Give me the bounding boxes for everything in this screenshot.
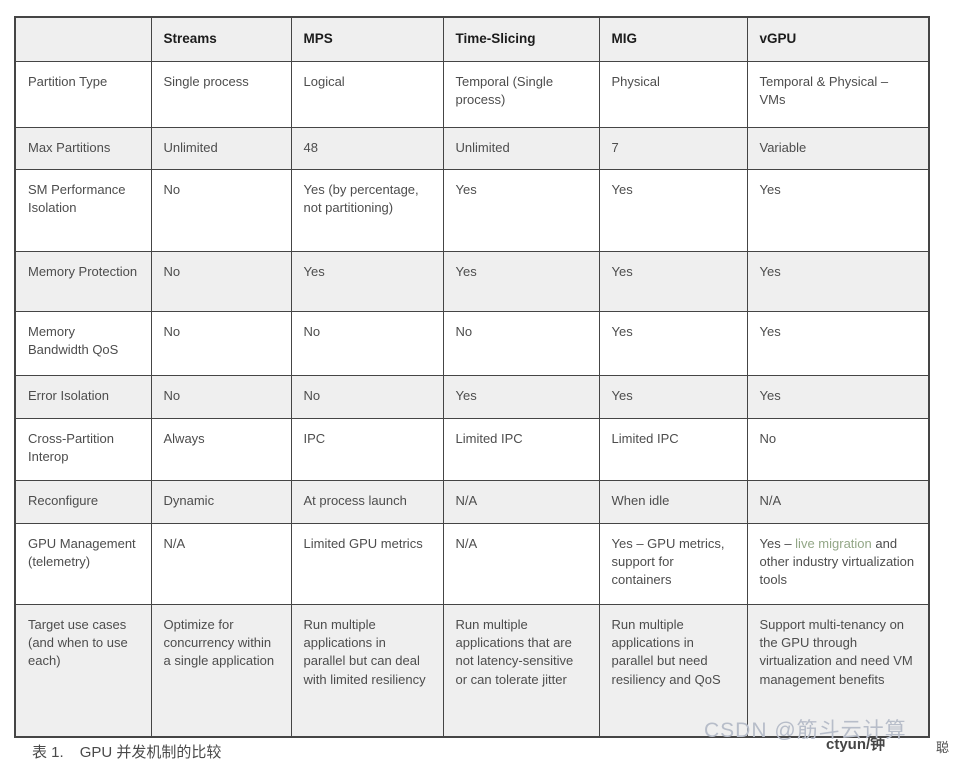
table-cell: Single process xyxy=(150,60,292,128)
table-cell: No xyxy=(150,310,292,376)
table-cell: Temporal & Physical – VMs xyxy=(746,60,930,128)
row-header: Memory Protection xyxy=(14,250,152,312)
table-cell: Temporal (Single process) xyxy=(442,60,600,128)
column-header: MIG xyxy=(598,16,748,62)
column-header: MPS xyxy=(290,16,444,62)
table-cell: 48 xyxy=(290,126,444,170)
table-cell: 7 xyxy=(598,126,748,170)
row-header: Reconfigure xyxy=(14,479,152,524)
table-cell: Yes – GPU metrics, support for container… xyxy=(598,522,748,605)
ctyun-watermark-suffix: 聪 xyxy=(936,740,950,755)
header-row: Streams MPS Time-Slicing MIG vGPU xyxy=(14,16,930,62)
table-row: SM Performance Isolation No Yes (by percen… xyxy=(14,168,930,252)
table-cell: No xyxy=(150,374,292,419)
table-cell: Support multi-tenancy on the GPU through… xyxy=(746,603,930,738)
table-cell: When idle xyxy=(598,479,748,524)
table-cell: Limited IPC xyxy=(442,417,600,481)
table-cell: No xyxy=(150,168,292,252)
table-cell: Logical xyxy=(290,60,444,128)
table-body: Partition Type Single process Logical Tempo… xyxy=(14,60,930,738)
table-cell: Limited IPC xyxy=(598,417,748,481)
row-header: GPU Management (telemetry) xyxy=(14,522,152,605)
comparison-table-container: Streams MPS Time-Slicing MIG vGPU Partition … xyxy=(14,16,930,738)
table-row: Memory Protection No Yes Yes Yes Yes xyxy=(14,250,930,312)
table-cell: IPC xyxy=(290,417,444,481)
table-cell: Yes xyxy=(442,168,600,252)
row-header: Target use cases (and when to use each) xyxy=(14,603,152,738)
table-row: Max Partitions Unlimited 48 Unlimited 7 Varia… xyxy=(14,126,930,170)
table-header: Streams MPS Time-Slicing MIG vGPU xyxy=(14,16,930,62)
table-row: Error Isolation No No Yes Yes Yes xyxy=(14,374,930,419)
gpu-concurrency-comparison-table: Streams MPS Time-Slicing MIG vGPU Partition … xyxy=(14,16,930,738)
table-cell: Yes xyxy=(598,310,748,376)
table-caption: 表 1. GPU 并发机制的比较 xyxy=(32,741,221,762)
table-row: GPU Management (telemetry) N/A Limited GPU… xyxy=(14,522,930,605)
table-cell: No xyxy=(290,310,444,376)
table-cell: N/A xyxy=(746,479,930,524)
caption-text: GPU 并发机制的比较 xyxy=(79,744,222,761)
caption-number: 表 1. xyxy=(32,744,64,761)
table-cell: N/A xyxy=(442,479,600,524)
table-cell: Unlimited xyxy=(442,126,600,170)
table-cell: N/A xyxy=(442,522,600,605)
table-cell: Yes xyxy=(598,250,748,312)
table-row: Memory Bandwidth QoS No No No Yes Yes xyxy=(14,310,930,376)
table-cell: Run multiple applications that are not l… xyxy=(442,603,600,738)
column-header xyxy=(14,16,152,62)
table-cell: Always xyxy=(150,417,292,481)
table-cell: Yes xyxy=(746,374,930,419)
row-header: Error Isolation xyxy=(14,374,152,419)
table-cell: Optimize for concurrency within a single… xyxy=(150,603,292,738)
table-cell: No xyxy=(290,374,444,419)
table-cell: Yes – live migration and other industry … xyxy=(746,522,930,605)
table-cell: Yes xyxy=(598,168,748,252)
table-cell: No xyxy=(150,250,292,312)
row-header: Partition Type xyxy=(14,60,152,128)
row-header: Max Partitions xyxy=(14,126,152,170)
csdn-watermark: CSDN @筋斗云计算 xyxy=(704,719,907,742)
column-header: Time-Slicing xyxy=(442,16,600,62)
table-row: Cross-Partition Interop Always IPC Limited … xyxy=(14,417,930,481)
live-migration-link[interactable]: live migration xyxy=(795,535,872,551)
table-cell: No xyxy=(746,417,930,481)
column-header: vGPU xyxy=(746,16,930,62)
table-row: Partition Type Single process Logical Tempo… xyxy=(14,60,930,128)
table-cell: Yes xyxy=(746,250,930,312)
table-cell: Limited GPU metrics xyxy=(290,522,444,605)
table-cell: N/A xyxy=(150,522,292,605)
table-cell: Run multiple applications in parallel bu… xyxy=(290,603,444,738)
table-row: Target use cases (and when to use each) O… xyxy=(14,603,930,738)
cell-text: Yes – xyxy=(759,535,796,551)
row-header: SM Performance Isolation xyxy=(14,168,152,252)
table-cell: Yes xyxy=(746,310,930,376)
table-cell: Dynamic xyxy=(150,479,292,524)
table-cell: Unlimited xyxy=(150,126,292,170)
table-cell: Physical xyxy=(598,60,748,128)
row-header: Memory Bandwidth QoS xyxy=(14,310,152,376)
column-header: Streams xyxy=(150,16,292,62)
table-row: Reconfigure Dynamic At process launch N/A Wh… xyxy=(14,479,930,524)
ctyun-watermark: ctyun/钟 xyxy=(826,736,886,753)
table-cell: Yes xyxy=(746,168,930,252)
table-cell: Yes xyxy=(442,374,600,419)
cell-text: and other industry virtualization tools xyxy=(759,535,915,588)
table-cell: Variable xyxy=(746,126,930,170)
table-cell: Yes xyxy=(442,250,600,312)
table-cell: No xyxy=(442,310,600,376)
table-cell: Yes xyxy=(290,250,444,312)
row-header: Cross-Partition Interop xyxy=(14,417,152,481)
table-cell: Yes (by percentage, not partitioning) xyxy=(290,168,444,252)
table-cell: Run multiple applications in parallel bu… xyxy=(598,603,748,738)
table-cell: Yes xyxy=(598,374,748,419)
table-cell: At process launch xyxy=(290,479,444,524)
